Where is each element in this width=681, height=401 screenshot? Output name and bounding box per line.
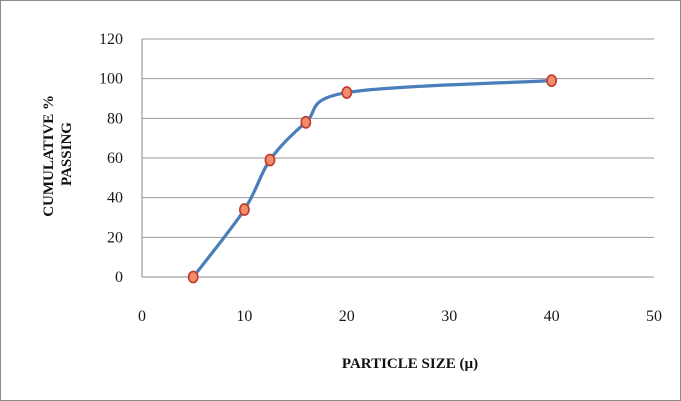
axes — [141, 39, 654, 278]
y-tick-label-100: 100 — [99, 71, 123, 88]
series-line-0 — [191, 79, 554, 279]
y-tick-label-80: 80 — [107, 110, 123, 127]
x-tick-labels: 0 10 20 30 40 50 — [138, 308, 662, 325]
series — [191, 79, 554, 279]
data-point-3 — [300, 115, 312, 129]
y-tick-labels: 0 20 40 60 80 100 120 — [99, 31, 123, 286]
y-axis-title-line-2: PASSING — [59, 122, 75, 186]
y-axis-title-line-1: CUMULATIVE % — [41, 95, 57, 217]
x-tick-label-40: 40 — [544, 308, 560, 325]
data-point-0 — [187, 270, 199, 284]
y-tick-label-60: 60 — [107, 150, 123, 167]
y-axis-title: CUMULATIVE % PASSING — [41, 91, 75, 217]
markers — [187, 74, 557, 284]
data-point-2 — [264, 153, 276, 167]
y-tick-label-40: 40 — [107, 190, 123, 207]
data-point-5 — [546, 74, 557, 88]
data-point-4 — [341, 86, 353, 99]
x-tick-label-50: 50 — [646, 308, 662, 325]
data-point-1 — [238, 203, 250, 216]
x-axis-title: PARTICLE SIZE (µ) — [342, 356, 478, 372]
gridlines — [142, 38, 654, 238]
x-tick-label-20: 20 — [339, 308, 355, 325]
y-tick-label-120: 120 — [99, 31, 123, 48]
x-tick-label-10: 10 — [236, 308, 252, 325]
x-tick-label-30: 30 — [441, 308, 457, 325]
x-tick-label-0: 0 — [138, 308, 146, 325]
y-tick-label-20: 20 — [107, 229, 123, 246]
y-tick-label-0: 0 — [115, 269, 123, 286]
